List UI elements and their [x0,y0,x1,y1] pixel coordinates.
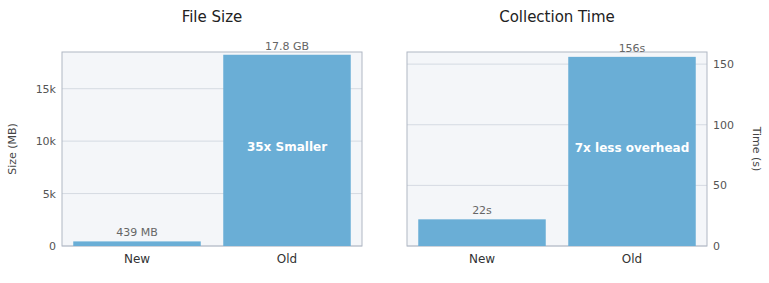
panel: 0 5k 10k 15k 439 MB 17.8 GB 35x Smaller New Old F… [6,8,362,266]
plot-frame [62,52,362,246]
category-label: New [469,252,495,266]
tick-label: 0 [713,240,720,253]
bar [568,57,696,246]
bar [418,219,546,246]
annotation: 35x Smaller [247,140,327,154]
title: Collection Time [499,8,615,26]
plot-frame [407,52,707,246]
annotation: 7x less overhead [575,141,689,155]
tick-label: 0 [49,240,56,253]
tick-label: 15k [36,83,57,96]
tick-label: 10k [36,135,57,148]
plot-area [62,52,362,246]
title: File Size [182,8,243,26]
category-label: Old [277,252,297,266]
tick-label: 150 [713,58,734,71]
plot-area [407,52,707,246]
data-label: 22s [472,204,492,217]
data-label: 439 MB [116,226,158,239]
category-label: Old [622,252,642,266]
data-label: 17.8 GB [265,40,309,53]
axis-label: Size (MB) [6,123,19,175]
bars [418,57,696,246]
category-label: New [124,252,150,266]
bar [73,241,201,246]
tick-label: 5k [43,188,57,201]
panel: 0 50 100 150 22s 156s 7x less overhead New Old Co… [407,8,763,266]
bars [73,55,351,246]
tick-label: 100 [713,119,734,132]
tick-label: 50 [713,179,727,192]
data-label: 156s [619,42,646,55]
chart-root: 0 5k 10k 15k 439 MB 17.8 GB 35x Smaller New Old F… [0,0,769,283]
axis-label: Time (s) [750,126,763,172]
bar [223,55,351,246]
